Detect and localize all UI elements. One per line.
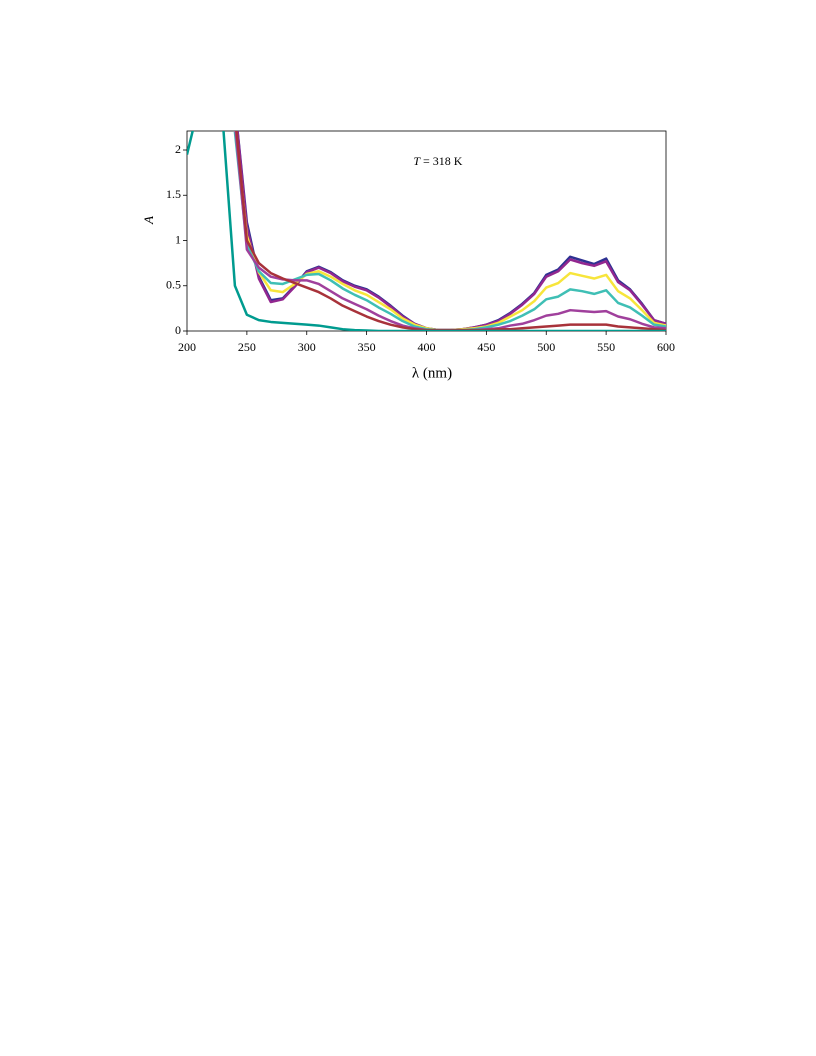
series-line xyxy=(236,131,666,331)
x-tick-label: 600 xyxy=(657,340,675,354)
x-tick-label: 400 xyxy=(418,340,436,354)
x-tick-label: 350 xyxy=(358,340,376,354)
x-tick-label: 500 xyxy=(537,340,555,354)
y-axis-label: A xyxy=(141,216,156,225)
series-line xyxy=(235,131,666,331)
lines xyxy=(187,131,666,331)
x-tick-label: 450 xyxy=(477,340,495,354)
annotation-var: T xyxy=(413,154,421,168)
x-tick-label: 200 xyxy=(178,340,196,354)
x-tick-label: 550 xyxy=(597,340,615,354)
y-tick-label: 2 xyxy=(175,142,181,156)
annotation: = 318 K xyxy=(423,154,463,168)
y-tick-label: 0.5 xyxy=(166,278,181,292)
x-tick-label: 300 xyxy=(298,340,316,354)
series-line xyxy=(236,131,666,331)
y-tick-label: 0 xyxy=(175,323,181,337)
x-tick-label: 250 xyxy=(238,340,256,354)
y-tick-label: 1.5 xyxy=(166,187,181,201)
series-line xyxy=(187,131,666,331)
x-axis-label: λ (nm) xyxy=(412,365,452,381)
y-tick-label: 1 xyxy=(175,232,181,246)
